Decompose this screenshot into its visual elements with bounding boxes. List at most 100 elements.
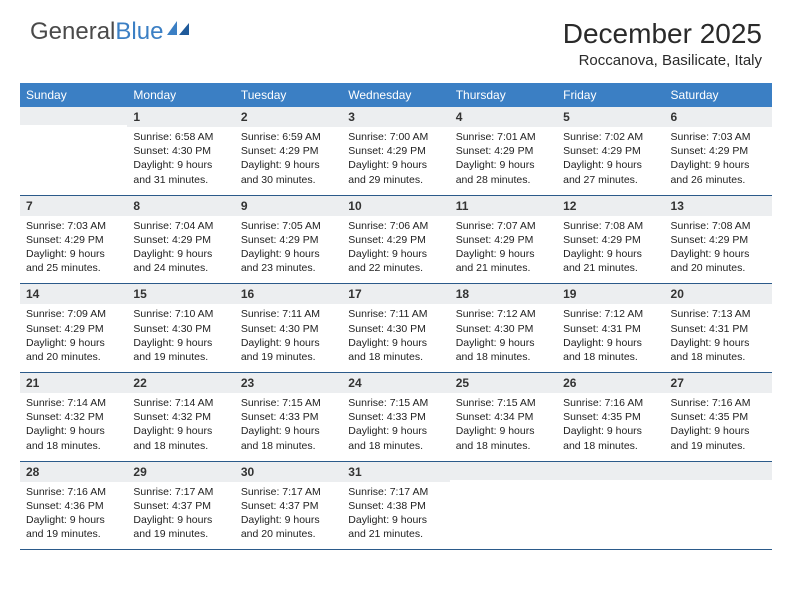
daylight-line: Daylight: 9 hours and 18 minutes. — [348, 336, 443, 364]
day-body: Sunrise: 7:14 AMSunset: 4:32 PMDaylight:… — [127, 393, 234, 461]
sunset-line: Sunset: 4:37 PM — [133, 499, 228, 513]
daylight-line: Daylight: 9 hours and 18 minutes. — [241, 424, 336, 452]
day-body — [665, 480, 772, 544]
daylight-line: Daylight: 9 hours and 21 minutes. — [456, 247, 551, 275]
daylight-line: Daylight: 9 hours and 18 minutes. — [456, 336, 551, 364]
daylight-line: Daylight: 9 hours and 25 minutes. — [26, 247, 121, 275]
sunrise-line: Sunrise: 7:12 AM — [563, 307, 658, 321]
calendar-day-cell: 11Sunrise: 7:07 AMSunset: 4:29 PMDayligh… — [450, 196, 557, 285]
daylight-line: Daylight: 9 hours and 24 minutes. — [133, 247, 228, 275]
calendar-day-cell: 12Sunrise: 7:08 AMSunset: 4:29 PMDayligh… — [557, 196, 664, 285]
sunrise-line: Sunrise: 7:05 AM — [241, 219, 336, 233]
weekday-header: Tuesday — [235, 83, 342, 107]
sunrise-line: Sunrise: 7:17 AM — [241, 485, 336, 499]
day-body: Sunrise: 7:00 AMSunset: 4:29 PMDaylight:… — [342, 127, 449, 195]
daylight-line: Daylight: 9 hours and 23 minutes. — [241, 247, 336, 275]
day-body: Sunrise: 7:12 AMSunset: 4:30 PMDaylight:… — [450, 304, 557, 372]
day-number — [20, 107, 127, 125]
calendar-body: 1Sunrise: 6:58 AMSunset: 4:30 PMDaylight… — [20, 107, 772, 550]
day-number: 8 — [127, 196, 234, 216]
calendar-day-cell: 10Sunrise: 7:06 AMSunset: 4:29 PMDayligh… — [342, 196, 449, 285]
sunrise-line: Sunrise: 7:07 AM — [456, 219, 551, 233]
day-number: 29 — [127, 462, 234, 482]
daylight-line: Daylight: 9 hours and 18 minutes. — [26, 424, 121, 452]
day-body — [20, 125, 127, 189]
sunset-line: Sunset: 4:31 PM — [671, 322, 766, 336]
sunrise-line: Sunrise: 7:17 AM — [348, 485, 443, 499]
logo: GeneralBlue — [30, 18, 189, 46]
sunset-line: Sunset: 4:37 PM — [241, 499, 336, 513]
day-number: 25 — [450, 373, 557, 393]
day-number: 6 — [665, 107, 772, 127]
day-body: Sunrise: 7:04 AMSunset: 4:29 PMDaylight:… — [127, 216, 234, 284]
day-number: 15 — [127, 284, 234, 304]
sunset-line: Sunset: 4:29 PM — [133, 233, 228, 247]
daylight-line: Daylight: 9 hours and 28 minutes. — [456, 158, 551, 186]
sunset-line: Sunset: 4:32 PM — [26, 410, 121, 424]
day-body: Sunrise: 7:15 AMSunset: 4:34 PMDaylight:… — [450, 393, 557, 461]
day-body: Sunrise: 7:15 AMSunset: 4:33 PMDaylight:… — [235, 393, 342, 461]
sunrise-line: Sunrise: 7:02 AM — [563, 130, 658, 144]
sunset-line: Sunset: 4:30 PM — [133, 322, 228, 336]
day-number: 5 — [557, 107, 664, 127]
day-body: Sunrise: 7:12 AMSunset: 4:31 PMDaylight:… — [557, 304, 664, 372]
day-number: 26 — [557, 373, 664, 393]
sunrise-line: Sunrise: 7:17 AM — [133, 485, 228, 499]
daylight-line: Daylight: 9 hours and 29 minutes. — [348, 158, 443, 186]
day-number: 22 — [127, 373, 234, 393]
daylight-line: Daylight: 9 hours and 21 minutes. — [563, 247, 658, 275]
calendar-day-cell: 19Sunrise: 7:12 AMSunset: 4:31 PMDayligh… — [557, 284, 664, 373]
day-number: 24 — [342, 373, 449, 393]
calendar-day-cell — [665, 462, 772, 551]
sunrise-line: Sunrise: 7:15 AM — [348, 396, 443, 410]
sunset-line: Sunset: 4:30 PM — [348, 322, 443, 336]
daylight-line: Daylight: 9 hours and 26 minutes. — [671, 158, 766, 186]
sunset-line: Sunset: 4:30 PM — [456, 322, 551, 336]
logo-text: GeneralBlue — [30, 18, 163, 46]
calendar-day-cell: 23Sunrise: 7:15 AMSunset: 4:33 PMDayligh… — [235, 373, 342, 462]
calendar-day-cell: 30Sunrise: 7:17 AMSunset: 4:37 PMDayligh… — [235, 462, 342, 551]
day-body: Sunrise: 6:59 AMSunset: 4:29 PMDaylight:… — [235, 127, 342, 195]
sunset-line: Sunset: 4:30 PM — [241, 322, 336, 336]
daylight-line: Daylight: 9 hours and 19 minutes. — [671, 424, 766, 452]
weekday-header: Thursday — [450, 83, 557, 107]
sunrise-line: Sunrise: 7:15 AM — [241, 396, 336, 410]
daylight-line: Daylight: 9 hours and 18 minutes. — [671, 336, 766, 364]
calendar-day-cell: 13Sunrise: 7:08 AMSunset: 4:29 PMDayligh… — [665, 196, 772, 285]
sunrise-line: Sunrise: 7:08 AM — [671, 219, 766, 233]
title-block: December 2025 Roccanova, Basilicate, Ita… — [563, 18, 762, 69]
day-number: 1 — [127, 107, 234, 127]
day-body: Sunrise: 7:17 AMSunset: 4:38 PMDaylight:… — [342, 482, 449, 550]
day-body: Sunrise: 6:58 AMSunset: 4:30 PMDaylight:… — [127, 127, 234, 195]
sunset-line: Sunset: 4:36 PM — [26, 499, 121, 513]
day-body: Sunrise: 7:01 AMSunset: 4:29 PMDaylight:… — [450, 127, 557, 195]
calendar-week-row: 21Sunrise: 7:14 AMSunset: 4:32 PMDayligh… — [20, 373, 772, 462]
calendar-day-cell — [20, 107, 127, 196]
day-number: 23 — [235, 373, 342, 393]
day-body: Sunrise: 7:11 AMSunset: 4:30 PMDaylight:… — [342, 304, 449, 372]
calendar-day-cell: 20Sunrise: 7:13 AMSunset: 4:31 PMDayligh… — [665, 284, 772, 373]
day-body: Sunrise: 7:17 AMSunset: 4:37 PMDaylight:… — [235, 482, 342, 550]
sunrise-line: Sunrise: 7:03 AM — [26, 219, 121, 233]
weekday-header-row: SundayMondayTuesdayWednesdayThursdayFrid… — [20, 83, 772, 107]
sunset-line: Sunset: 4:29 PM — [26, 322, 121, 336]
weekday-header: Monday — [127, 83, 234, 107]
day-number: 27 — [665, 373, 772, 393]
calendar-day-cell: 18Sunrise: 7:12 AMSunset: 4:30 PMDayligh… — [450, 284, 557, 373]
daylight-line: Daylight: 9 hours and 21 minutes. — [348, 513, 443, 541]
calendar-day-cell — [557, 462, 664, 551]
sunrise-line: Sunrise: 7:16 AM — [26, 485, 121, 499]
calendar-day-cell — [450, 462, 557, 551]
sunset-line: Sunset: 4:29 PM — [348, 144, 443, 158]
calendar-week-row: 7Sunrise: 7:03 AMSunset: 4:29 PMDaylight… — [20, 196, 772, 285]
sunrise-line: Sunrise: 7:04 AM — [133, 219, 228, 233]
calendar-week-row: 28Sunrise: 7:16 AMSunset: 4:36 PMDayligh… — [20, 462, 772, 551]
daylight-line: Daylight: 9 hours and 30 minutes. — [241, 158, 336, 186]
calendar-day-cell: 27Sunrise: 7:16 AMSunset: 4:35 PMDayligh… — [665, 373, 772, 462]
day-number: 12 — [557, 196, 664, 216]
day-body: Sunrise: 7:14 AMSunset: 4:32 PMDaylight:… — [20, 393, 127, 461]
day-body: Sunrise: 7:03 AMSunset: 4:29 PMDaylight:… — [665, 127, 772, 195]
calendar-day-cell: 2Sunrise: 6:59 AMSunset: 4:29 PMDaylight… — [235, 107, 342, 196]
sunrise-line: Sunrise: 6:59 AM — [241, 130, 336, 144]
day-body — [450, 480, 557, 544]
